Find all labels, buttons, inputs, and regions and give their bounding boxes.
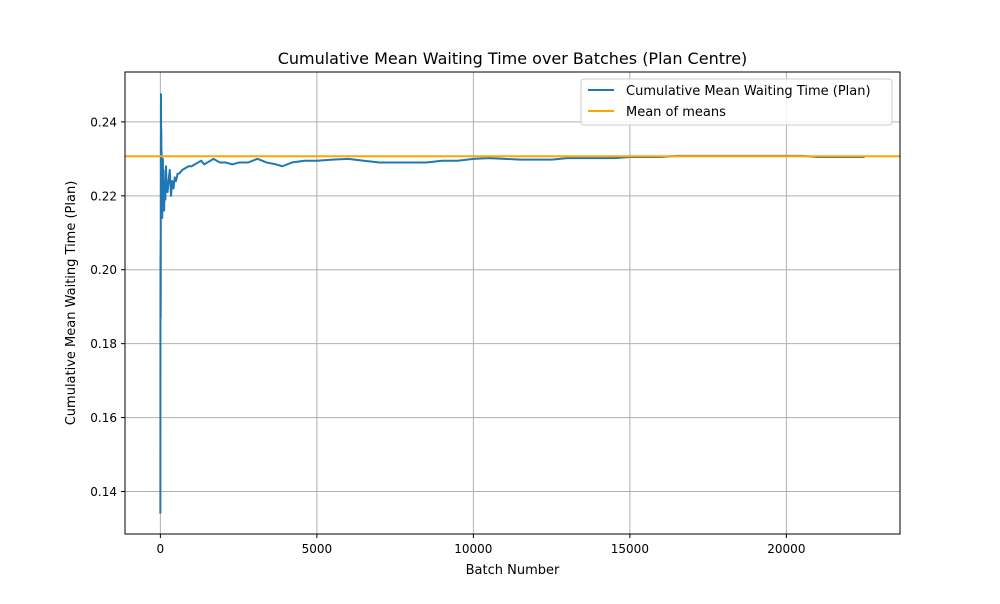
y-tick-label: 0.22 bbox=[90, 189, 117, 203]
x-tick-label: 15000 bbox=[611, 542, 649, 556]
y-tick-label: 0.18 bbox=[90, 337, 117, 351]
chart-title: Cumulative Mean Waiting Time over Batche… bbox=[278, 49, 748, 68]
y-axis-label: Cumulative Mean Waiting Time (Plan) bbox=[64, 181, 79, 426]
x-tick-label: 10000 bbox=[454, 542, 492, 556]
legend-box bbox=[580, 78, 893, 126]
y-tick-label: 0.16 bbox=[90, 411, 117, 425]
y-tick-label: 0.20 bbox=[90, 263, 117, 277]
x-tick-label: 0 bbox=[157, 542, 165, 556]
x-tick-label: 20000 bbox=[767, 542, 805, 556]
x-tick-label: 5000 bbox=[302, 542, 333, 556]
plot-frame bbox=[124, 71, 901, 535]
series-group bbox=[125, 93, 900, 514]
legend-label-mean-of-means: Mean of means bbox=[626, 105, 726, 120]
y-tick-label: 0.24 bbox=[90, 115, 117, 129]
ticks: 0 5000 10000 15000 20000 0.14 0.16 0.18 0.20 0.22… bbox=[90, 115, 805, 556]
y-tick-label: 0.14 bbox=[90, 485, 117, 499]
series-line-cumulative-mean bbox=[159, 93, 865, 514]
legend: Cumulative Mean Waiting Time (Plan) Mean… bbox=[580, 78, 893, 126]
x-axis-label: Batch Number bbox=[466, 563, 560, 578]
legend-label-cumulative-mean: Cumulative Mean Waiting Time (Plan) bbox=[626, 84, 871, 99]
